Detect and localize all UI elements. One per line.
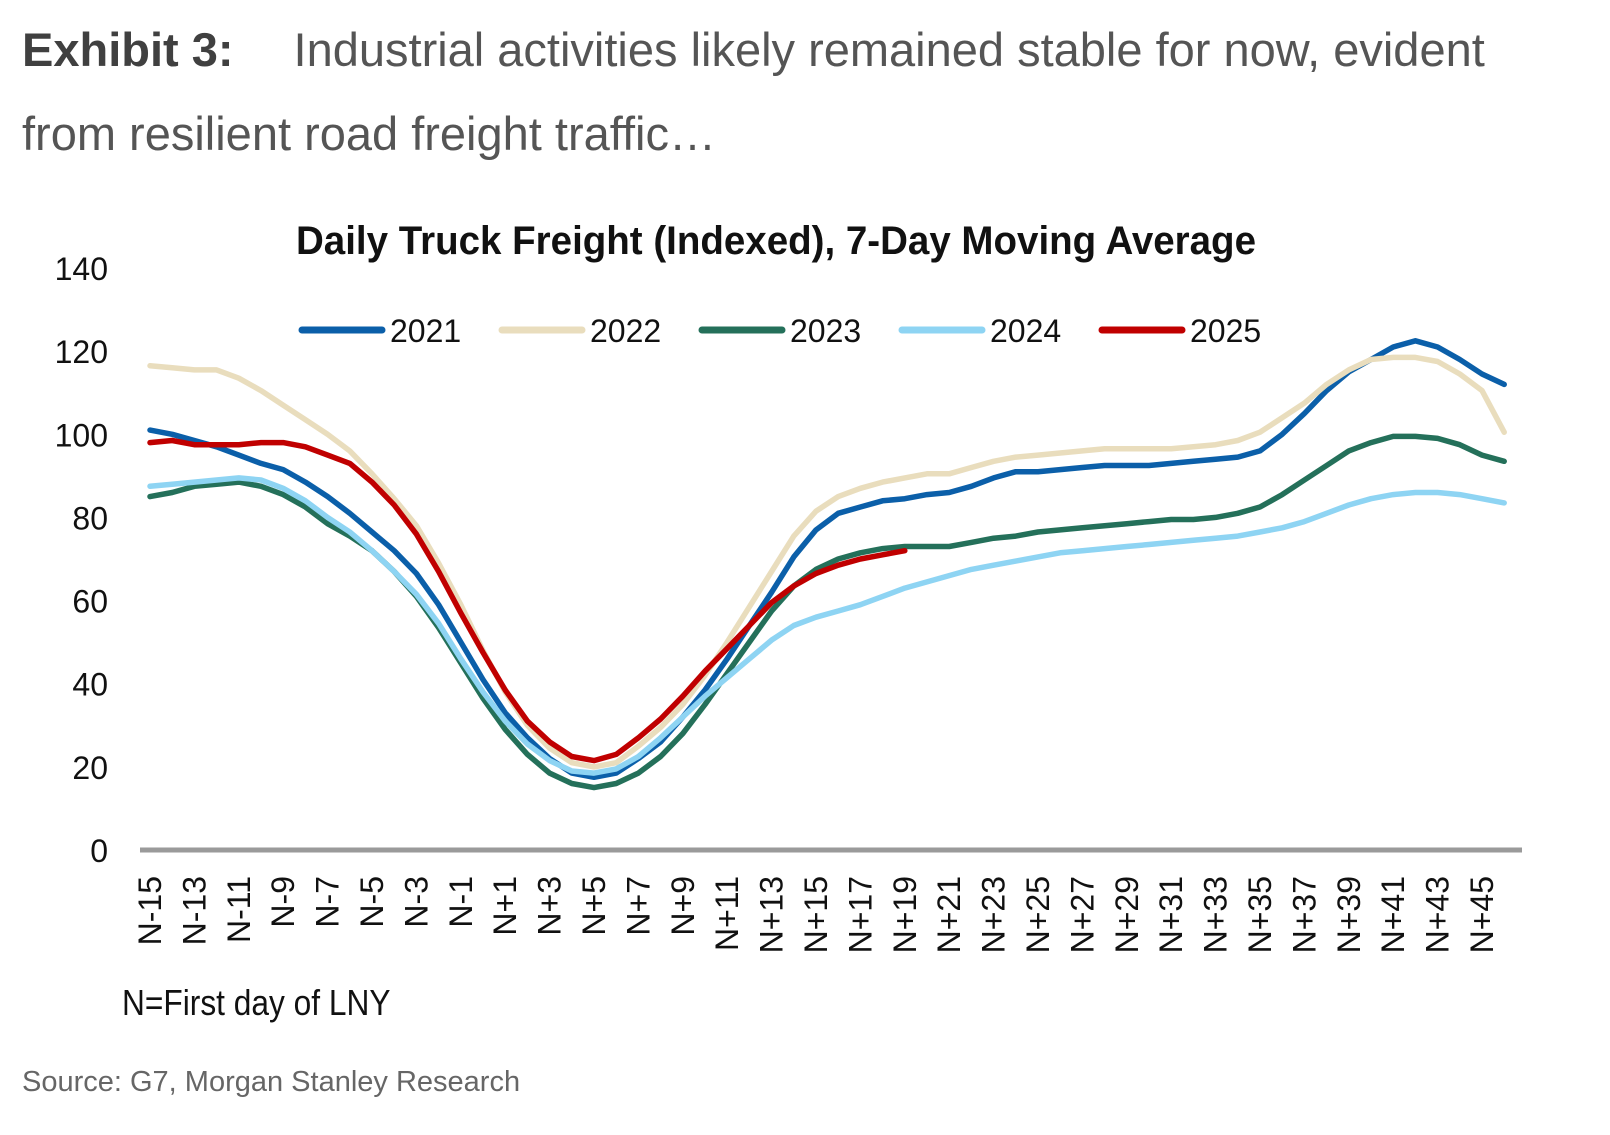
x-tick-label: N+37 [1286,876,1322,953]
legend-item-2023: 2023 [698,313,861,349]
y-tick-label: 0 [90,833,108,869]
x-tick-label: N+17 [842,876,878,953]
x-tick-label: N+33 [1198,876,1234,953]
x-tick-label: N+5 [576,876,612,936]
x-tick-label: N+41 [1375,876,1411,953]
x-tick-label: N+45 [1464,876,1500,953]
x-tick-label: N+21 [931,876,967,953]
x-tick-label: N-9 [265,876,301,928]
x-tick-label: N-7 [310,876,346,928]
x-tick-label: N+29 [1109,876,1145,953]
exhibit-label: Exhibit 3: [22,23,234,76]
legend-label: 2024 [990,313,1061,349]
exhibit-title: Industrial activities likely remained st… [22,23,1485,160]
x-tick-label: N+1 [487,876,523,936]
x-tick-label: N+3 [532,876,568,936]
x-tick-label: N-15 [132,876,168,945]
legend-item-2022: 2022 [498,313,661,349]
x-tick-label: N-3 [398,876,434,928]
y-tick-label: 20 [72,750,108,786]
y-tick-label: 80 [72,500,108,536]
y-tick-label: 120 [55,334,108,370]
x-tick-label: N+13 [754,876,790,953]
x-tick-label: N+25 [1020,876,1056,953]
y-axis: 0 20 40 60 80 100 120 140 [55,251,108,869]
x-tick-label: N+35 [1242,876,1278,953]
x-tick-label: N-13 [176,876,212,945]
x-tick-label: N+9 [665,876,701,936]
exhibit-header: Exhibit 3: Industrial activities likely r… [22,8,1582,176]
y-tick-label: 100 [55,417,108,453]
chart-title: Daily Truck Freight (Indexed), 7-Day Mov… [296,219,1256,263]
source-note: Source: G7, Morgan Stanley Research [22,1066,521,1098]
y-tick-label: 140 [55,251,108,287]
legend-item-2024: 2024 [898,313,1061,349]
legend-label: 2025 [1190,313,1261,349]
series-line-2021 [147,338,1507,781]
legend-label: 2023 [790,313,861,349]
x-tick-label: N+23 [976,876,1012,953]
series-line-2025 [147,437,908,764]
legend-label: 2022 [590,313,661,349]
legend-item-2025: 2025 [1098,313,1261,349]
legend: 2021 2022 2023 2024 2025 [298,313,1261,349]
x-tick-label: N+7 [620,876,656,936]
x-tick-label: N-11 [221,876,257,943]
x-tick-label: N+39 [1331,876,1367,953]
x-tick-label: N+27 [1064,876,1100,953]
x-axis: N-15 N-13 N-11 N-9 N-7 N-5 N-3 N-1 N+1 N+3 N+5 N+7 N… [132,847,1522,953]
footnote: N=First day of LNY [122,982,391,1023]
x-tick-label: N-1 [443,876,479,928]
x-tick-label: N+19 [887,876,923,953]
series-lines [147,338,1507,791]
x-tick-label: N+43 [1420,876,1456,953]
y-tick-label: 60 [72,584,108,620]
x-tick-label: N+15 [798,876,834,953]
series-line-2024 [147,475,1507,776]
legend-item-2021: 2021 [298,313,461,349]
legend-label: 2021 [390,313,461,349]
series-line-2022 [147,354,1507,770]
y-tick-label: 40 [72,667,108,703]
x-tick-label: N-5 [354,876,390,928]
x-tick-label: N+11 [709,876,745,951]
x-tick-label: N+31 [1153,876,1189,953]
